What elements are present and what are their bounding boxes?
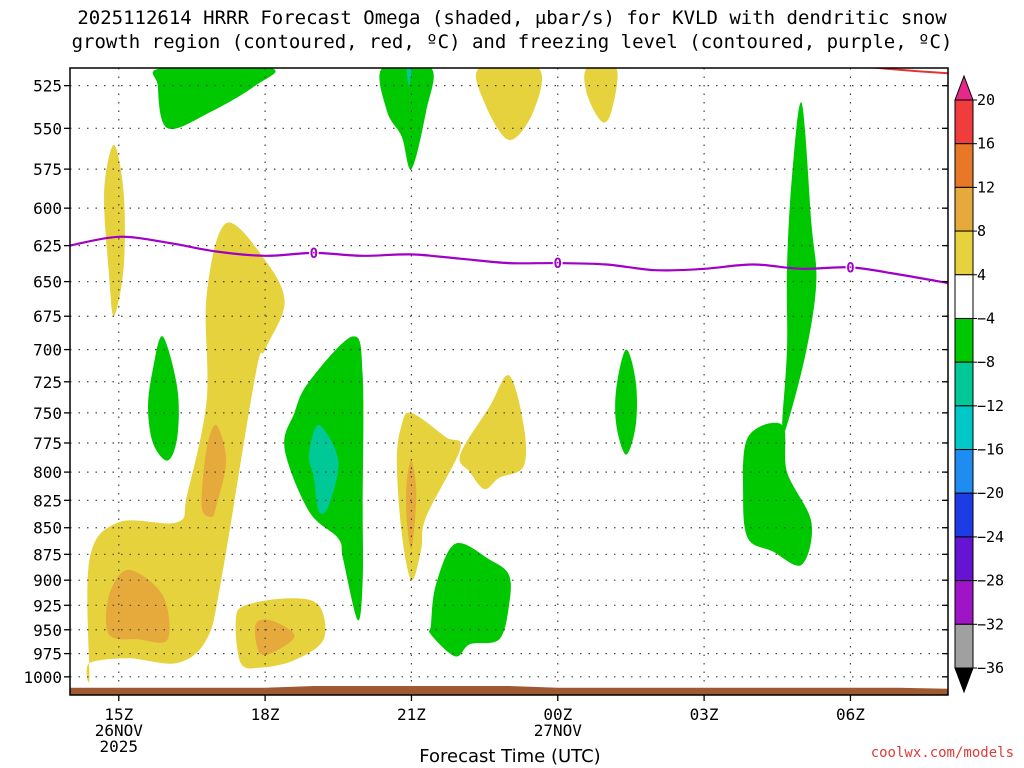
y-tick-label: 525 <box>33 77 62 96</box>
y-tick-label: 925 <box>33 596 62 615</box>
freezing-level-label: 0 <box>846 260 854 276</box>
x-tick-label: 21Z <box>397 705 426 724</box>
colorbar-band <box>954 623 974 669</box>
colorbar-band <box>954 405 974 451</box>
omega-region-yellow-upper-left-streak <box>103 144 125 317</box>
colorbar-label: 4 <box>977 266 986 284</box>
colorbar-label: −36 <box>977 659 1004 677</box>
omega-region-green-left-small <box>148 336 179 461</box>
y-tick-label: 625 <box>33 237 62 256</box>
freezing-level-line <box>70 235 948 285</box>
omega-region-green-bottom-center <box>428 543 511 657</box>
y-tick-label: 775 <box>33 434 62 453</box>
chart-title-line2: growth region (contoured, red, ºC) and f… <box>71 31 953 53</box>
chart-title-line1: 2025112614 HRRR Forecast Omega (shaded, … <box>77 7 947 29</box>
x-tick-date: 27NOV <box>534 721 583 740</box>
colorbar-label: 12 <box>977 178 995 196</box>
y-tick-label: 725 <box>33 373 62 392</box>
omega-region-green-right-03z <box>742 422 813 566</box>
colorbar-label: −12 <box>977 397 1004 415</box>
y-tick-label: 875 <box>33 545 62 564</box>
y-tick-label: 650 <box>33 273 62 292</box>
omega-region-orange-21z <box>406 460 417 550</box>
colorbar-band <box>954 274 974 319</box>
dgz-contour-line <box>868 68 948 75</box>
colorbar-label: −8 <box>977 353 995 371</box>
colorbar-band <box>954 99 974 145</box>
plot-content: 0 0 0 <box>70 68 948 695</box>
colorbar-bottom-arrow <box>954 667 974 694</box>
y-tick-label: 550 <box>33 119 62 138</box>
freezing-level-label: 0 <box>554 256 562 272</box>
colorbar-band <box>954 317 974 363</box>
omega-region-green-top-21z <box>379 68 434 170</box>
x-tick-year: 2025 <box>100 737 139 756</box>
colorbar-band <box>954 186 974 232</box>
y-tick-label: 575 <box>33 160 62 179</box>
omega-region-yellow-low-left <box>86 222 285 683</box>
x-tick-date: 26NOV <box>95 721 144 740</box>
omega-region-teal-center <box>308 424 339 514</box>
colorbar-label: 20 <box>977 91 995 109</box>
colorbar-band <box>954 361 974 407</box>
y-tick-label: 950 <box>33 621 62 640</box>
freezing-level-label: 0 <box>310 246 318 262</box>
y-tick-label: 1000 <box>23 668 62 687</box>
y-tick-label: 700 <box>33 341 62 360</box>
colorbar-label: −16 <box>977 441 1004 459</box>
y-tick-label: 675 <box>33 307 62 326</box>
colorbar-label: 8 <box>977 222 986 240</box>
colorbar-label: 16 <box>977 135 995 153</box>
x-axis-title: Forecast Time (UTC) <box>419 746 601 767</box>
colorbar-top-arrow <box>954 74 974 101</box>
colorbar-label: −28 <box>977 572 1004 590</box>
y-tick-label: 900 <box>33 571 62 590</box>
colorbar-label: −4 <box>977 309 995 327</box>
x-tick-label: 15Z <box>104 705 133 724</box>
terrain-fill <box>70 686 948 695</box>
colorbar-label: −20 <box>977 484 1004 502</box>
x-tick-label: 00Z <box>543 705 572 724</box>
chart-title: 2025112614 HRRR Forecast Omega (shaded, … <box>0 6 1024 54</box>
colorbar-label: −24 <box>977 528 1004 546</box>
omega-region-green-top-left <box>152 68 276 130</box>
colorbar-band <box>954 580 974 625</box>
colorbar-label: −32 <box>977 615 1004 633</box>
colorbar-band <box>954 449 974 494</box>
omega-region-yellow-center <box>459 375 527 490</box>
colorbar-band <box>954 230 974 276</box>
y-tick-label: 800 <box>33 463 62 482</box>
credit-text: coolwx.com/models <box>870 745 1014 761</box>
x-tick-label: 03Z <box>690 705 719 724</box>
y-tick-label: 975 <box>33 645 62 664</box>
omega-region-orange-left-streak <box>201 424 227 517</box>
colorbar-band <box>954 143 974 188</box>
y-tick-label: 825 <box>33 491 62 510</box>
y-tick-label: 600 <box>33 199 62 218</box>
omega-region-yellow-top-right <box>584 68 618 123</box>
omega-region-teal-top-21z <box>406 68 412 86</box>
colorbar: 20 16 12 8 4 −4 −8 −12 −16 −20 −24 −28 −32 −36 <box>954 74 1004 694</box>
colorbar-band <box>954 492 974 538</box>
y-tick-label: 750 <box>33 404 62 423</box>
x-tick-label: 18Z <box>251 705 280 724</box>
colorbar-band <box>954 536 974 582</box>
y-tick-label: 850 <box>33 519 62 538</box>
x-tick-label: 06Z <box>836 705 865 724</box>
omega-region-green-small-01z <box>615 349 637 455</box>
omega-region-yellow-top-center <box>476 68 542 140</box>
omega-region-orange-lower-left <box>105 569 170 643</box>
